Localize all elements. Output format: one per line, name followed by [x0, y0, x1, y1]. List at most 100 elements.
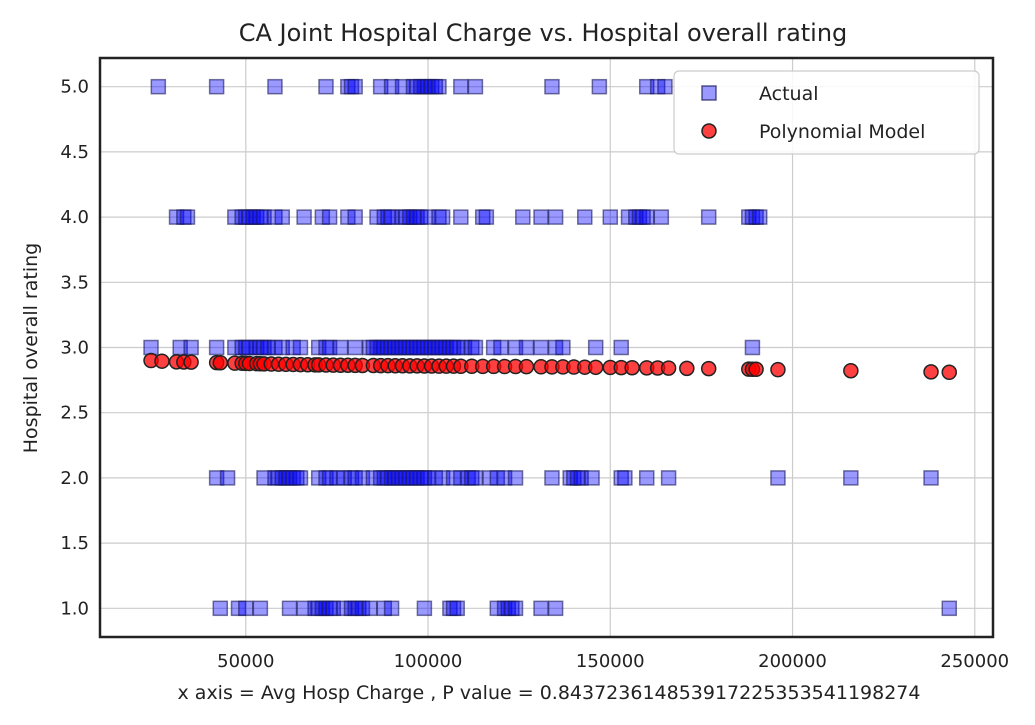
actual-point: [292, 339, 309, 356]
actual-point: [179, 209, 196, 225]
legend-marker-actual: [701, 85, 717, 101]
actual-point: [533, 339, 549, 356]
y-tick-label: 2.0: [60, 468, 89, 489]
actual-point: [518, 339, 535, 356]
model-point: [748, 361, 764, 378]
actual-point: [238, 600, 254, 617]
legend-label-polynomial-model: Polynomial Model: [759, 121, 925, 143]
plot-frame: [98, 56, 995, 639]
actual-point: [770, 470, 786, 486]
actual-point: [700, 209, 717, 225]
y-tick-label: 1.0: [60, 598, 89, 619]
actual-point: [591, 78, 608, 95]
x-tick-label: 150000: [576, 651, 645, 672]
actual-point: [577, 209, 593, 225]
actual-point: [555, 339, 571, 356]
actual-point: [584, 470, 600, 486]
actual-point: [453, 78, 469, 95]
model-point: [770, 361, 786, 378]
actual-point: [252, 600, 269, 617]
legend-label-actual: Actual: [759, 83, 819, 105]
actual-point: [657, 78, 673, 95]
actual-point: [617, 470, 633, 486]
actual-point: [183, 339, 199, 356]
actual-point: [941, 600, 958, 617]
actual-point: [751, 209, 768, 225]
actual-point: [208, 339, 225, 356]
actual-point: [638, 470, 655, 486]
actual-point: [431, 78, 447, 95]
actual-point: [274, 209, 290, 225]
actual-point: [467, 339, 484, 356]
y-tick-label: 3.0: [60, 338, 89, 359]
actual-point: [478, 209, 495, 225]
actual-point: [544, 470, 560, 486]
actual-point: [150, 78, 167, 95]
legend: Actual Polynomial Model: [673, 70, 980, 155]
actual-point: [533, 600, 549, 617]
series-polynomial-model: [143, 352, 958, 381]
model-point: [518, 358, 535, 375]
actual-point: [638, 209, 655, 225]
x-axis-label: x axis = Avg Hosp Charge , P value = 0.8…: [178, 682, 921, 704]
legend-marker-polynomial-model: [701, 123, 717, 139]
actual-point: [321, 209, 338, 225]
actual-point: [843, 470, 859, 486]
actual-point: [361, 600, 378, 617]
y-axis-label: Hospital overall rating: [20, 243, 42, 453]
y-tick-label: 2.5: [60, 403, 89, 424]
actual-point: [318, 78, 334, 95]
y-tick-label: 3.5: [60, 272, 89, 293]
actual-point: [347, 339, 363, 356]
y-tick-label: 4.5: [60, 142, 89, 163]
legend-box: [673, 70, 980, 155]
y-tick-label: 1.5: [60, 533, 89, 554]
actual-point: [292, 470, 309, 486]
actual-point: [347, 209, 363, 225]
x-tick-label: 50000: [217, 651, 274, 672]
actual-point: [660, 470, 677, 486]
actual-point: [744, 339, 761, 356]
actual-point: [281, 600, 298, 617]
actual-point: [467, 78, 484, 95]
model-point: [843, 362, 859, 379]
series-actual: [143, 78, 958, 617]
model-point: [941, 364, 958, 381]
x-tick-label: 100000: [394, 651, 463, 672]
actual-point: [434, 209, 451, 225]
model-point: [700, 360, 717, 377]
chart-title: CA Joint Hospital Charge vs. Hospital ov…: [239, 19, 848, 47]
actual-point: [383, 600, 400, 617]
actual-point: [453, 209, 469, 225]
actual-point: [267, 78, 283, 95]
model-point: [154, 353, 170, 369]
actual-point: [208, 78, 225, 95]
x-tick-label: 250000: [940, 651, 1009, 672]
actual-point: [544, 78, 560, 95]
actual-point: [507, 600, 524, 617]
actual-point: [347, 78, 363, 95]
actual-point: [533, 209, 549, 225]
actual-point: [613, 339, 629, 356]
actual-point: [923, 470, 939, 486]
actual-point: [449, 600, 465, 617]
model-point: [587, 359, 604, 376]
model-point: [212, 355, 229, 371]
actual-point: [416, 600, 433, 617]
actual-point: [587, 339, 604, 356]
actual-point: [507, 470, 524, 486]
y-tick-label: 5.0: [60, 77, 89, 98]
model-point: [660, 360, 677, 376]
actual-point: [467, 470, 484, 486]
model-point: [679, 360, 695, 377]
model-point: [923, 364, 939, 380]
y-axis-ticks: 1.0 1.5 2.0 2.5 3.0 3.5 4.0 4.5 5.0: [60, 77, 89, 620]
actual-point: [143, 339, 159, 356]
x-tick-label: 200000: [758, 651, 827, 672]
actual-point: [212, 600, 229, 617]
x-axis-ticks: 50000 100000 150000 200000 250000: [217, 651, 1009, 672]
actual-point: [515, 209, 531, 225]
actual-point: [653, 209, 670, 225]
actual-point: [547, 209, 564, 225]
